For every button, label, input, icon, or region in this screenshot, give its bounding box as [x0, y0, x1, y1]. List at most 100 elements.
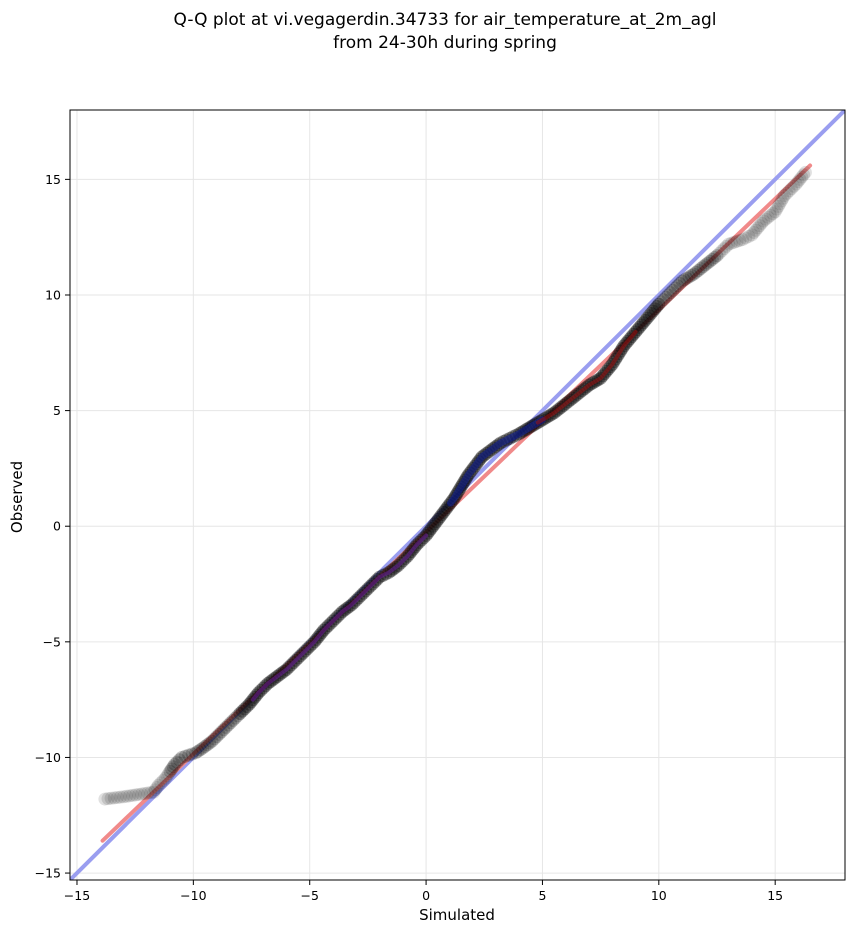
- quantile-point-146: [437, 505, 451, 519]
- quantile-point-290: [749, 223, 763, 237]
- y-tick-label-2: −5: [43, 634, 61, 649]
- quantile-point-315: [798, 165, 812, 179]
- quantile-point-251: [654, 295, 668, 309]
- quantile-point-42: [205, 734, 219, 748]
- quantile-point-241: [634, 318, 648, 332]
- quantile-point-144: [433, 510, 447, 524]
- quantile-point-54: [233, 707, 247, 721]
- quantile-point-289: [747, 226, 761, 240]
- quantile-point-15: [144, 786, 158, 800]
- y-tick-label-6: 15: [45, 172, 61, 187]
- y-axis-label: Observed: [8, 461, 26, 533]
- quantile-point-300: [770, 202, 784, 216]
- quantile-point-143: [431, 512, 445, 526]
- quantile-point-41: [203, 736, 217, 750]
- quantile-point-56: [238, 702, 252, 716]
- quantile-point-139: [424, 522, 438, 536]
- quantile-point-27: [166, 760, 180, 774]
- quantile-point-274: [708, 251, 722, 265]
- quantile-point-35: [189, 746, 203, 760]
- quantile-point-3: [107, 791, 121, 805]
- quantile-point-302: [773, 197, 787, 211]
- quantile-point-296: [761, 210, 775, 224]
- quantile-point-284: [733, 233, 747, 247]
- quantile-point-244: [640, 311, 654, 325]
- quantile-point-4: [110, 791, 124, 805]
- quantile-point-253: [659, 290, 673, 304]
- quantile-point-298: [766, 207, 780, 221]
- quantile-point-24: [162, 767, 176, 781]
- quantile-point-263: [682, 270, 696, 284]
- quantile-point-1: [101, 792, 115, 806]
- quantile-point-285: [736, 232, 750, 246]
- quantile-point-308: [784, 182, 798, 196]
- overlay-low: [250, 533, 429, 702]
- quantile-point-255: [663, 286, 677, 300]
- x-tick-label-5: 10: [651, 888, 667, 903]
- chart-title: Q-Q plot at vi.vegagerdin.34733 for air_…: [173, 10, 716, 53]
- quantile-point-30: [172, 753, 186, 767]
- quantile-point-7: [120, 789, 134, 803]
- quantile-point-256: [666, 283, 680, 297]
- quantile-point-8: [123, 789, 137, 803]
- quantile-point-262: [680, 271, 694, 285]
- quantile-point-47: [217, 723, 231, 737]
- quantile-point-29: [170, 755, 184, 769]
- quantile-point-313: [795, 170, 809, 184]
- quantile-point-299: [768, 205, 782, 219]
- quantile-point-261: [677, 273, 691, 287]
- quantile-point-272: [703, 254, 717, 268]
- y-tick-label-0: −15: [35, 866, 61, 881]
- quantile-point-13: [138, 787, 152, 801]
- chart-title-line-1: Q-Q plot at vi.vegagerdin.34733 for air_…: [173, 10, 716, 30]
- quantile-point-305: [777, 189, 791, 203]
- y-tick-label-1: −10: [35, 750, 61, 765]
- y-axis-ticks: −15 −10 −5 0 5 10 15: [35, 172, 70, 881]
- quantile-point-283: [730, 234, 744, 248]
- quantile-point-33: [182, 748, 196, 762]
- quantile-point-147: [438, 503, 452, 517]
- quantile-point-26: [165, 762, 179, 776]
- quantile-point-19: [151, 778, 165, 792]
- quantile-point-6: [117, 790, 131, 804]
- quantile-point-141: [428, 517, 442, 531]
- quantile-point-16: [147, 785, 161, 799]
- quantile-point-49: [221, 718, 235, 732]
- quantile-point-306: [780, 186, 794, 200]
- x-axis-label: Simulated: [419, 906, 495, 924]
- quantile-point-277: [715, 244, 729, 258]
- quantile-point-55: [235, 704, 249, 718]
- quantile-point-288: [745, 228, 759, 242]
- quantile-point-48: [219, 720, 233, 734]
- quantile-point-37: [193, 743, 207, 757]
- quantile-point-52: [228, 711, 242, 725]
- quantile-point-2: [104, 791, 118, 805]
- quantile-point-18: [150, 781, 164, 795]
- quantile-point-39: [198, 739, 212, 753]
- quantile-point-17: [148, 783, 162, 797]
- quantile-point-9: [126, 788, 140, 802]
- plot-frame: [69, 109, 846, 881]
- quantile-point-34: [185, 747, 199, 761]
- quantile-point-312: [793, 172, 807, 186]
- quantile-point-38: [196, 741, 210, 755]
- quantile-point-14: [141, 786, 155, 800]
- quantile-point-280: [722, 237, 736, 251]
- quantile-points: [98, 165, 812, 806]
- quantile-point-142: [430, 515, 444, 529]
- quantile-point-291: [751, 221, 765, 235]
- quantile-point-278: [717, 242, 731, 256]
- quantile-point-12: [135, 787, 149, 801]
- quantile-point-51: [226, 713, 240, 727]
- x-axis-ticks: −15 −10 −5 0 5 10 15: [64, 880, 783, 903]
- quantile-point-145: [435, 508, 449, 522]
- quantile-point-257: [668, 281, 682, 295]
- quantile-point-310: [789, 177, 803, 191]
- quantile-point-294: [757, 214, 771, 228]
- chart-title-line-2: from 24-30h during spring: [333, 33, 557, 53]
- quantile-point-50: [224, 716, 238, 730]
- quantile-point-275: [710, 249, 724, 263]
- quantile-point-269: [696, 260, 710, 274]
- quantile-point-0: [98, 792, 112, 806]
